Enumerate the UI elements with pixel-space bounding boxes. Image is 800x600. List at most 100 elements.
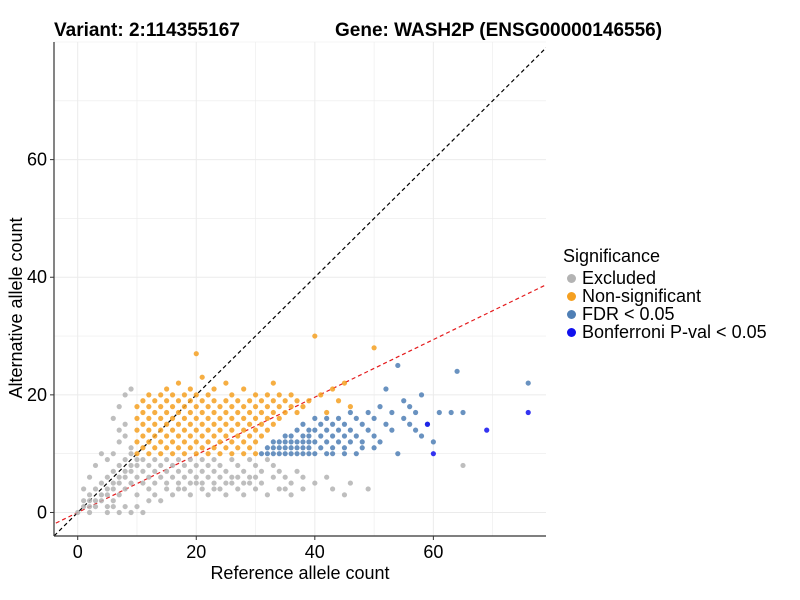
point-non-significant xyxy=(169,392,176,398)
point-excluded xyxy=(122,392,128,398)
point-non-significant xyxy=(258,409,265,416)
point-excluded xyxy=(300,486,306,492)
point-fdr-0-05 xyxy=(412,427,419,433)
point-excluded xyxy=(241,492,247,498)
title-variant: Variant: 2:114355167 xyxy=(54,20,240,41)
point-non-significant xyxy=(288,404,294,410)
point-excluded xyxy=(110,486,116,492)
point-fdr-0-05 xyxy=(306,427,312,433)
point-excluded xyxy=(110,451,116,457)
point-excluded xyxy=(205,462,211,469)
point-non-significant xyxy=(252,392,259,398)
point-excluded xyxy=(235,462,241,469)
point-non-significant xyxy=(270,398,276,404)
point-excluded xyxy=(181,462,188,469)
point-excluded xyxy=(193,480,199,486)
point-non-significant xyxy=(169,415,176,421)
point-fdr-0-05 xyxy=(330,433,336,439)
point-non-significant xyxy=(347,404,353,410)
point-excluded xyxy=(98,492,105,498)
point-excluded xyxy=(341,492,348,498)
point-fdr-0-05 xyxy=(383,386,389,392)
point-excluded xyxy=(330,486,336,492)
point-excluded xyxy=(146,498,152,504)
point-non-significant xyxy=(276,404,282,410)
point-non-significant xyxy=(264,404,270,410)
x-tick-label: 60 xyxy=(423,542,443,562)
legend-label-bonferroni: Bonferroni P-val < 0.05 xyxy=(582,321,767,342)
point-non-significant xyxy=(199,409,205,416)
point-fdr-0-05 xyxy=(448,409,454,416)
point-fdr-0-05 xyxy=(282,439,288,445)
point-non-significant xyxy=(187,409,193,416)
point-excluded xyxy=(152,492,158,498)
point-excluded xyxy=(140,509,146,516)
point-non-significant xyxy=(187,433,193,439)
point-non-significant xyxy=(371,345,377,351)
point-fdr-0-05 xyxy=(276,451,282,457)
point-non-significant xyxy=(164,433,170,439)
point-non-significant xyxy=(241,427,247,433)
point-excluded xyxy=(229,474,235,480)
point-excluded xyxy=(122,433,128,439)
point-excluded xyxy=(199,456,205,463)
legend-label-fdr: FDR < 0.05 xyxy=(582,303,675,324)
point-non-significant xyxy=(205,451,211,457)
point-non-significant xyxy=(164,386,170,392)
point-fdr-0-05 xyxy=(300,451,306,457)
point-non-significant xyxy=(264,427,270,433)
point-fdr-0-05 xyxy=(282,445,288,451)
point-non-significant xyxy=(187,421,193,427)
point-non-significant xyxy=(175,433,182,439)
point-fdr-0-05 xyxy=(401,415,407,421)
point-excluded xyxy=(187,468,193,474)
point-excluded xyxy=(276,468,282,474)
point-non-significant xyxy=(276,415,282,421)
point-non-significant xyxy=(158,427,164,433)
point-non-significant xyxy=(247,409,253,416)
point-excluded xyxy=(146,474,152,480)
point-fdr-0-05 xyxy=(264,445,270,451)
point-excluded xyxy=(169,492,176,498)
point-fdr-0-05 xyxy=(306,433,312,439)
point-excluded xyxy=(146,486,152,492)
point-non-significant xyxy=(181,415,188,421)
legend-label-excluded: Excluded xyxy=(582,267,657,288)
point-excluded xyxy=(175,456,182,463)
legend-key-excluded xyxy=(567,273,576,283)
point-fdr-0-05 xyxy=(324,427,330,433)
reference-lines xyxy=(54,47,546,536)
point-excluded xyxy=(122,474,128,480)
point-non-significant xyxy=(252,404,259,410)
point-non-significant xyxy=(199,445,205,451)
point-excluded xyxy=(199,468,205,474)
point-non-significant xyxy=(223,445,229,451)
point-non-significant xyxy=(229,392,235,398)
point-non-significant xyxy=(164,409,170,416)
point-non-significant xyxy=(217,439,223,445)
point-fdr-0-05 xyxy=(430,439,436,445)
point-fdr-0-05 xyxy=(324,439,330,445)
point-non-significant xyxy=(134,451,140,457)
point-excluded xyxy=(264,492,270,498)
point-excluded xyxy=(110,503,116,510)
point-non-significant xyxy=(175,398,182,404)
point-excluded xyxy=(116,480,122,486)
point-excluded xyxy=(104,486,110,492)
point-non-significant xyxy=(205,404,211,410)
point-excluded xyxy=(217,474,223,480)
point-non-significant xyxy=(211,445,217,451)
point-non-significant xyxy=(187,386,193,392)
point-fdr-0-05 xyxy=(347,409,353,416)
point-excluded xyxy=(146,462,152,469)
point-non-significant xyxy=(258,433,265,439)
point-fdr-0-05 xyxy=(294,451,300,457)
point-excluded xyxy=(128,480,134,486)
point-non-significant xyxy=(211,386,217,392)
point-non-significant xyxy=(241,451,247,457)
point-fdr-0-05 xyxy=(389,427,395,433)
point-excluded xyxy=(86,492,93,498)
point-fdr-0-05 xyxy=(454,368,460,374)
point-excluded xyxy=(158,498,164,504)
y-tick-label: 40 xyxy=(27,267,47,287)
